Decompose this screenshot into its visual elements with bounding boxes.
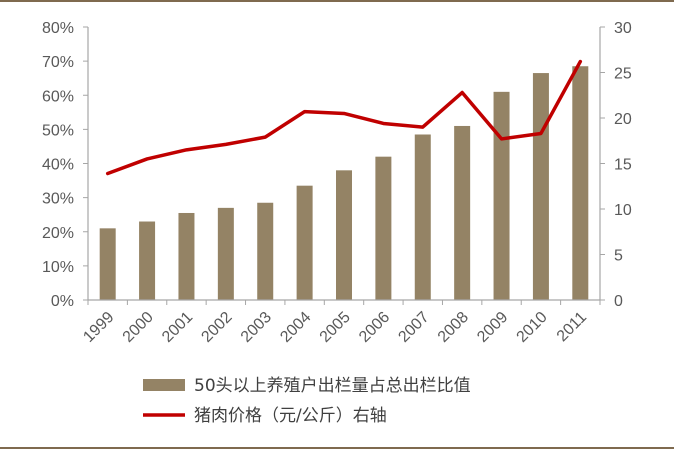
left-tick-label: 20%	[42, 225, 74, 242]
x-tick-label: 2006	[356, 309, 393, 346]
left-y-axis: 0% 10% 20% 30% 40% 50% 60% 70% 80%	[42, 20, 89, 310]
right-y-axis: 0 5 10 15 20 25 30	[599, 20, 632, 310]
bar	[414, 134, 431, 300]
left-tick-label: 0%	[51, 293, 74, 310]
bar	[493, 91, 510, 301]
bar	[217, 207, 234, 300]
bar-series	[99, 66, 589, 301]
right-tick-label: 10	[614, 202, 632, 219]
bar	[139, 221, 156, 300]
x-axis: 1999 2000 2001 2002 2003 2004 2005 2006 2007 2008…	[80, 299, 601, 346]
legend-bar-label: 50头以上养殖户出栏量占总出栏比值	[194, 376, 471, 396]
bar	[178, 212, 195, 300]
left-tick-label: 70%	[42, 54, 74, 71]
bar	[336, 170, 352, 300]
x-tick-label: 2011	[554, 309, 590, 345]
bar	[296, 185, 313, 300]
x-tick-label: 2010	[514, 309, 551, 346]
left-tick-label: 30%	[42, 191, 74, 208]
legend-bar-swatch	[143, 379, 185, 391]
bar	[572, 66, 589, 301]
line-series	[105, 59, 583, 176]
price-line	[105, 59, 583, 176]
bar	[375, 156, 392, 300]
x-tick-label: 2004	[277, 309, 314, 346]
x-tick-label: 2003	[238, 309, 275, 346]
bar	[257, 202, 274, 300]
x-tick-label: 2000	[120, 309, 157, 346]
left-tick-label: 40%	[42, 157, 74, 174]
left-tick-label: 60%	[42, 88, 74, 105]
right-tick-label: 0	[614, 293, 623, 310]
bar	[454, 125, 471, 301]
bar	[532, 73, 549, 300]
x-tick-label: 2009	[474, 309, 511, 346]
legend-line-label: 猪肉价格（元/公斤）右轴	[194, 406, 387, 426]
x-tick-label: 2002	[198, 309, 235, 346]
bar	[99, 228, 116, 300]
x-tick-label: 2007	[395, 309, 432, 346]
x-tick-label: 1999	[80, 309, 117, 346]
right-tick-label: 30	[614, 20, 632, 37]
left-tick-label: 10%	[42, 259, 74, 276]
right-tick-label: 20	[614, 111, 632, 128]
left-tick-label: 80%	[42, 20, 74, 37]
x-tick-label: 2008	[435, 309, 472, 346]
right-tick-label: 15	[614, 157, 632, 174]
x-tick-label: 2001	[159, 309, 196, 346]
right-tick-label: 5	[614, 248, 623, 265]
left-tick-label: 50%	[42, 122, 74, 139]
x-tick-label: 2005	[317, 309, 354, 346]
right-tick-label: 25	[614, 66, 632, 83]
